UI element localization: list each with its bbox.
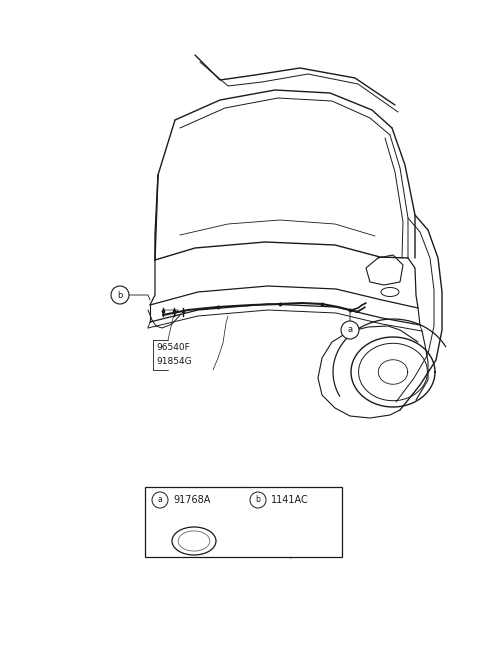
Text: 91768A: 91768A	[173, 495, 210, 505]
Text: 1141AC: 1141AC	[271, 495, 309, 505]
Circle shape	[250, 492, 266, 508]
Text: a: a	[348, 325, 353, 335]
Text: b: b	[255, 495, 261, 504]
Text: 96540F: 96540F	[156, 344, 190, 352]
Circle shape	[152, 492, 168, 508]
Circle shape	[341, 321, 359, 339]
Text: b: b	[117, 291, 123, 300]
Circle shape	[111, 286, 129, 304]
Text: 91854G: 91854G	[156, 358, 192, 367]
Text: a: a	[157, 495, 162, 504]
Bar	[145, 487, 342, 557]
